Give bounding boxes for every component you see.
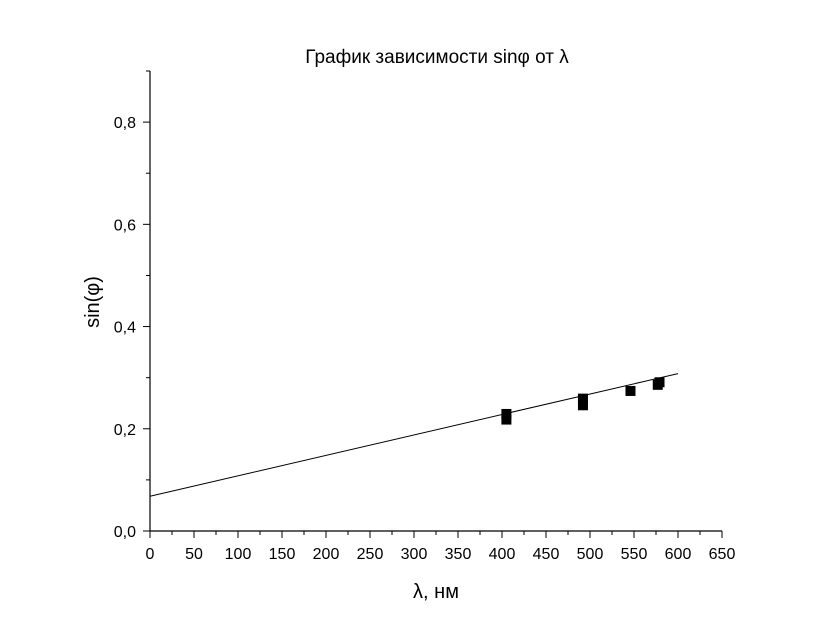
data-point bbox=[501, 414, 512, 425]
x-tick-label: 450 bbox=[533, 546, 560, 563]
x-tick-label: 300 bbox=[401, 546, 428, 563]
x-tick-label: 350 bbox=[445, 546, 472, 563]
x-tick-label: 600 bbox=[665, 546, 692, 563]
x-tick-label: 100 bbox=[225, 546, 252, 563]
y-tick-label: 0,6 bbox=[114, 217, 136, 234]
x-tick-label: 650 bbox=[709, 546, 736, 563]
x-tick-label: 500 bbox=[577, 546, 604, 563]
data-point bbox=[654, 377, 665, 388]
x-tick-label: 550 bbox=[621, 546, 648, 563]
data-point bbox=[577, 400, 588, 411]
chart-title: График зависимости sinφ от λ bbox=[305, 47, 569, 68]
y-tick-label: 0,0 bbox=[114, 524, 136, 541]
y-tick-label: 0,8 bbox=[114, 115, 136, 132]
x-tick-label: 50 bbox=[185, 546, 203, 563]
fit-line bbox=[149, 373, 679, 497]
x-tick-label: 200 bbox=[313, 546, 340, 563]
y-tick-label: 0,4 bbox=[114, 320, 136, 337]
data-point bbox=[577, 393, 588, 404]
y-axis-label: sin(φ) bbox=[82, 276, 104, 328]
y-tick-label: 0,2 bbox=[114, 422, 136, 439]
x-axis-label: λ, нм bbox=[413, 581, 459, 603]
x-tick-label: 0 bbox=[146, 546, 155, 563]
x-tick-label: 400 bbox=[489, 546, 516, 563]
data-point bbox=[625, 385, 636, 396]
x-tick-label: 250 bbox=[357, 546, 384, 563]
x-tick-label: 150 bbox=[269, 546, 296, 563]
